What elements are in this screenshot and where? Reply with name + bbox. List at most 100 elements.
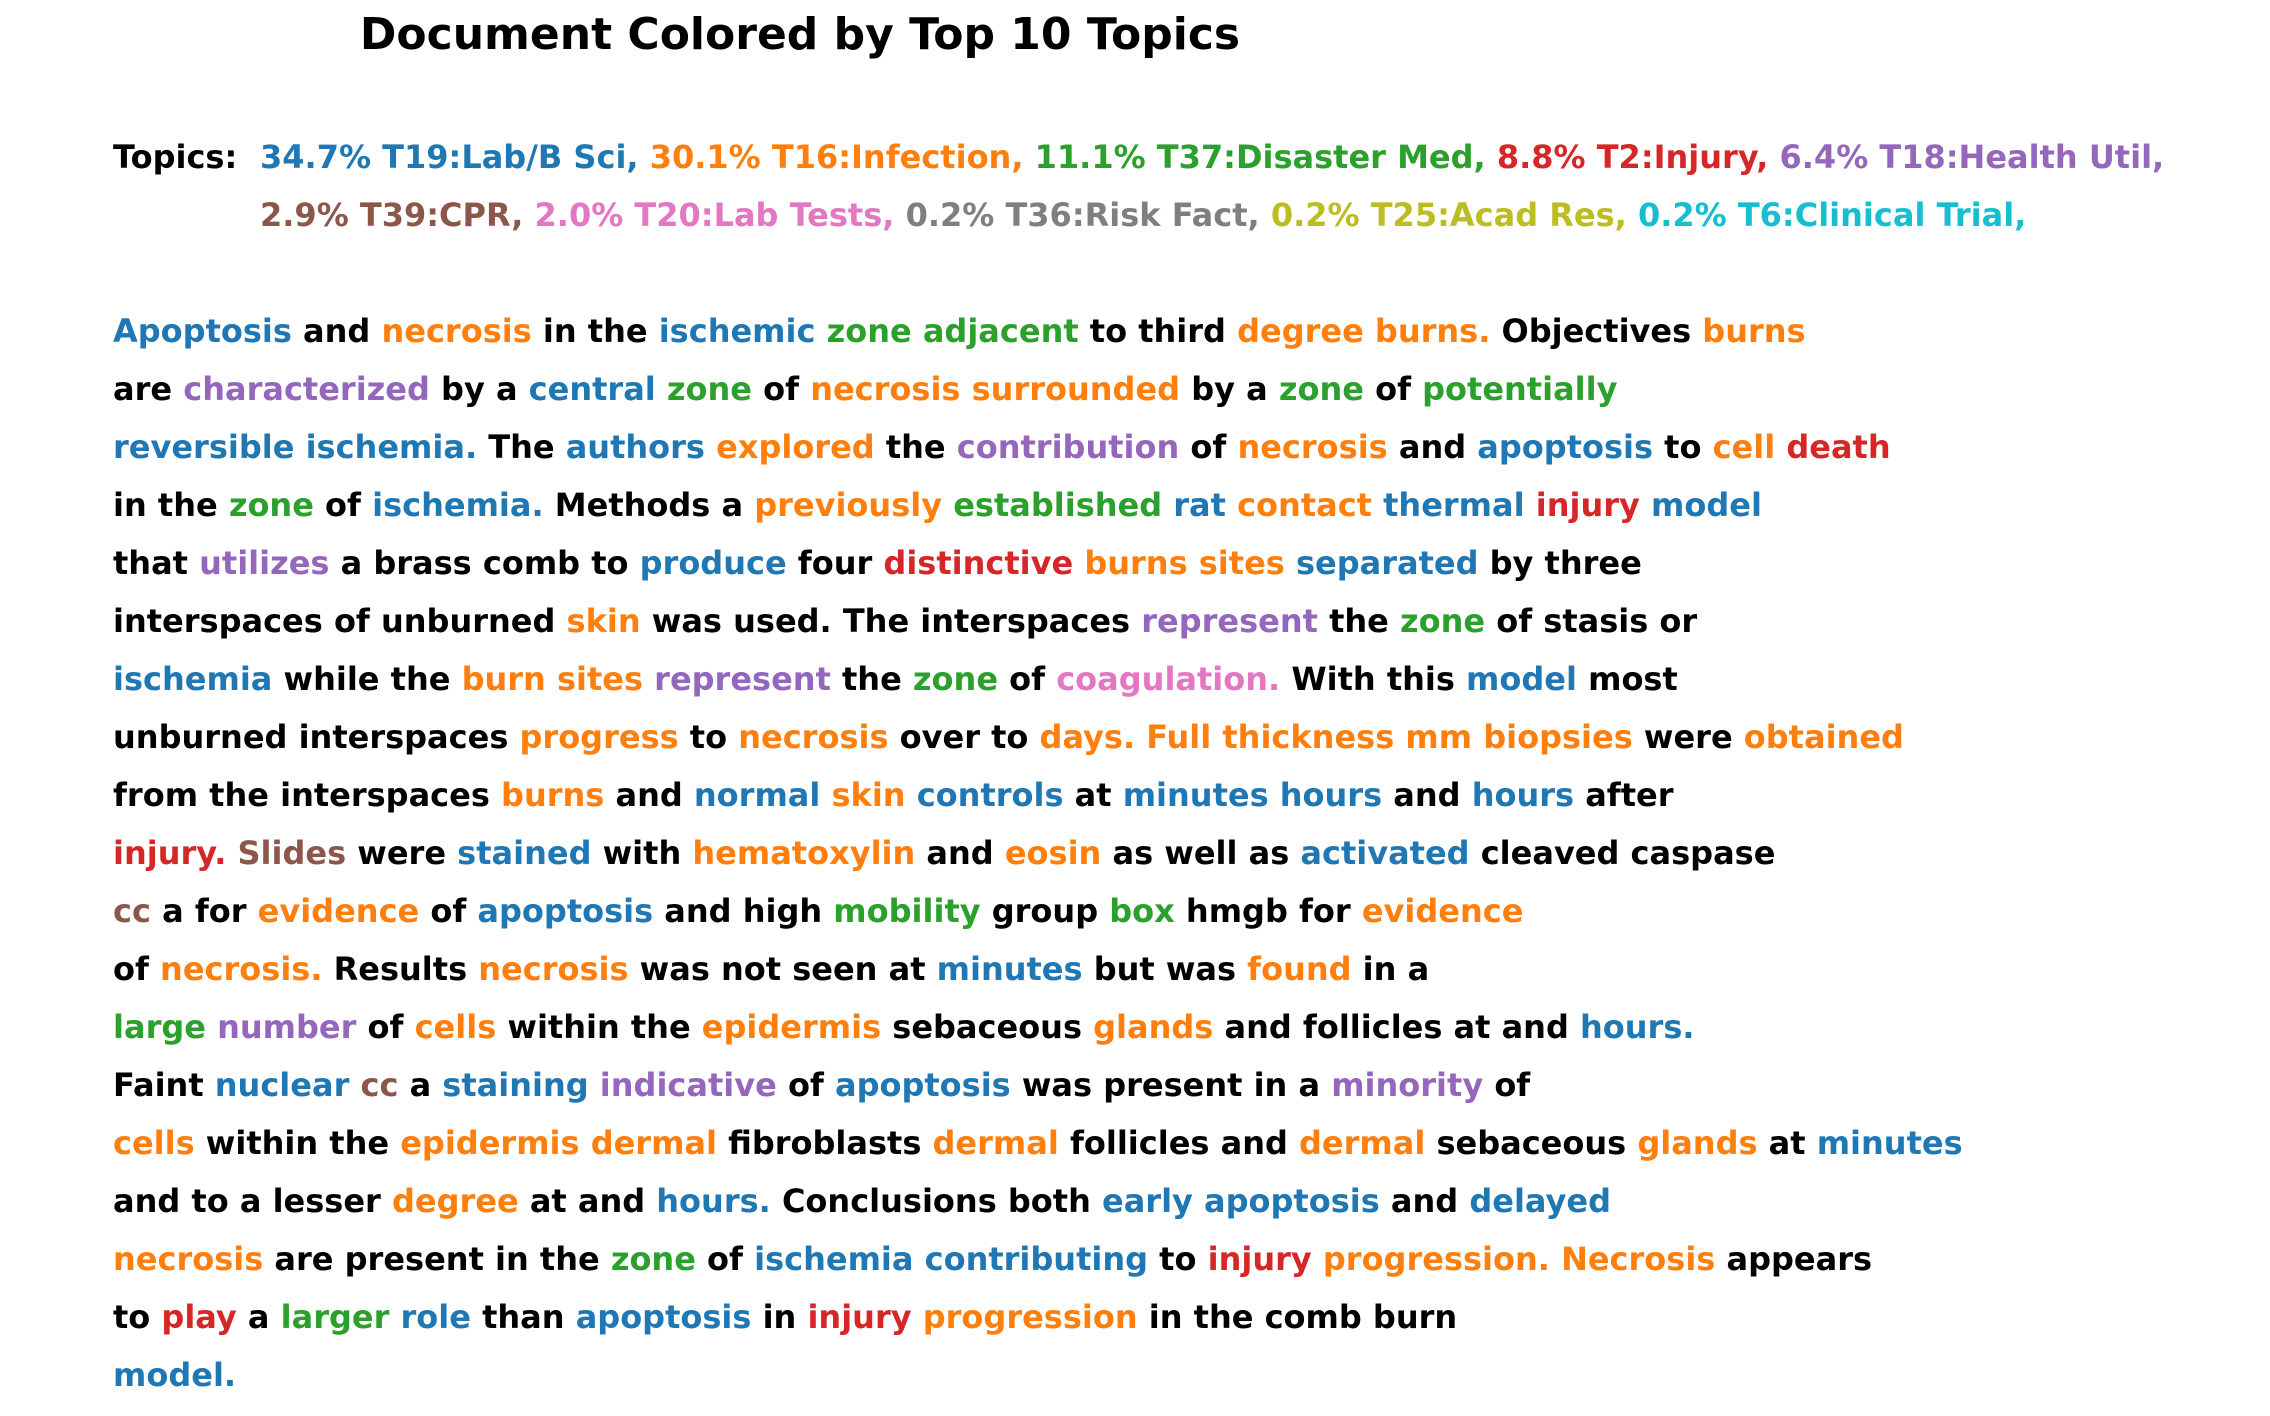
topic-colored-word: death [1786,428,1891,466]
topic-colored-word: role [400,1298,471,1336]
topic-colored-word: zone [1278,370,1364,408]
topic-colored-word: model. [113,1356,237,1394]
topic-colored-word: mobility [833,892,981,930]
topic-colored-word: box [1109,892,1175,930]
topic-colored-word: glands [1093,1008,1214,1046]
topic-colored-word: central [528,370,656,408]
plain-word: to [1664,428,1702,466]
topic-colored-word: cc [113,892,151,930]
topic-colored-word: previously [754,486,943,524]
plain-word: fibroblasts [728,1124,922,1162]
plain-word: the [885,428,946,466]
plain-word: to [113,1298,151,1336]
plain-word: by a [441,370,518,408]
document-line: that utilizes a brass comb to produce fo… [113,543,1642,583]
topic-colored-word: progression. Necrosis [1322,1240,1716,1278]
topic-colored-word: progress [519,718,679,756]
plain-word: of [113,950,149,988]
topic-colored-word: necrosis surrounded [810,370,1181,408]
page-title: Document Colored by Top 10 Topics [359,9,1241,60]
topic-colored-word: play [161,1298,237,1336]
topic-colored-word: controls [916,776,1064,814]
plain-word: are [113,370,173,408]
plain-word: of [707,1240,743,1278]
document-line: Faint nuclear cc a staining indicative o… [113,1065,1530,1105]
plain-word: and follicles at and [1224,1008,1569,1046]
topic-colored-word: thermal [1383,486,1525,524]
plain-word: and to a lesser [113,1182,381,1220]
topic-colored-word: number [217,1008,357,1046]
topic-colored-word: cell [1712,428,1776,466]
plain-word: to [689,718,728,756]
plain-word: at and [529,1182,646,1220]
plain-word: of [1009,660,1046,698]
topic-colored-word: zone [912,660,999,698]
topic-entry: 6.4% T18:Health Util, [1779,138,2165,176]
topic-colored-word: burns [501,776,605,814]
topic-colored-word: Slides [237,834,347,872]
topic-colored-word: activated [1300,834,1470,872]
document-line: cells within the epidermis dermal fibrob… [113,1123,1963,1163]
topic-colored-word: necrosis [113,1240,264,1278]
topic-entry: 34.7% T19:Lab/B Sci, [260,138,639,176]
topic-colored-word: apoptosis [575,1298,752,1336]
plain-word: appears [1726,1240,1873,1278]
topic-colored-word: zone adjacent [826,312,1079,350]
topic-colored-word: evidence [1361,892,1524,930]
topic-colored-word: skin [831,776,906,814]
topic-colored-word: hematoxylin [692,834,916,872]
plain-word: Methods a [554,486,744,524]
plain-word: of [367,1008,404,1046]
document-line: in the zone of ischemia. Methods a previ… [113,485,1762,525]
topic-colored-word: necrosis [381,312,532,350]
plain-word: are present in the [274,1240,600,1278]
topic-colored-word: burn sites [461,660,644,698]
plain-word: while the [283,660,451,698]
topic-colored-word: zone [666,370,752,408]
plain-word: in [762,1298,797,1336]
topics-label: Topics: [113,138,238,176]
topic-colored-word: contribution [956,428,1180,466]
topic-colored-word: minority [1331,1066,1484,1104]
topic-entry: 11.1% T37:Disaster Med, [1034,138,1486,176]
topic-entry: 0.2% T36:Risk Fact, [905,196,1260,234]
topic-colored-word: model [1466,660,1577,698]
plain-word: sebaceous [1436,1124,1627,1162]
document-line: of necrosis. Results necrosis was not se… [113,949,1429,989]
topic-colored-word: characterized [183,370,430,408]
topic-colored-word: reversible ischemia. [113,428,478,466]
plain-word: the [1329,602,1389,640]
topic-colored-word: ischemia. [372,486,544,524]
plain-word: within the [507,1008,691,1046]
plain-word: in the comb burn [1148,1298,1458,1336]
plain-word: in the [542,312,648,350]
topic-colored-word: hours. [1580,1008,1695,1046]
topic-colored-word: zone [228,486,314,524]
plain-word: were [357,834,447,872]
topic-colored-word: explored [716,428,875,466]
topic-colored-word: burns sites [1084,544,1285,582]
plain-word: and [1398,428,1467,466]
plain-word: Results [333,950,468,988]
topic-colored-word: apoptosis [477,892,654,930]
topic-colored-word: coagulation. [1056,660,1281,698]
plain-word: by three [1489,544,1642,582]
topic-colored-word: ischemia contributing [754,1240,1149,1278]
topic-legend-line: 2.9% T39:CPR, 2.0% T20:Lab Tests, 0.2% T… [260,195,2026,235]
topic-colored-word: epidermis [701,1008,882,1046]
plain-word: of [763,370,800,408]
plain-word: was present in a [1021,1066,1321,1104]
document-line: cc a for evidence of apoptosis and high … [113,891,1523,931]
topic-colored-word: degree burns. [1237,312,1491,350]
plain-word: and [1393,776,1461,814]
topic-colored-word: days. Full thickness mm biopsies [1039,718,1633,756]
plain-word: but was [1093,950,1237,988]
topic-colored-word: minutes [936,950,1083,988]
plain-word: of [325,486,361,524]
topic-colored-word: necrosis [738,718,889,756]
plain-word: unburned interspaces [113,718,509,756]
topic-colored-word: ischemic [658,312,816,350]
plain-word: and high [664,892,823,930]
document-line: to play a larger role than apoptosis in … [113,1297,1457,1337]
topic-colored-word: cc [360,1066,399,1104]
